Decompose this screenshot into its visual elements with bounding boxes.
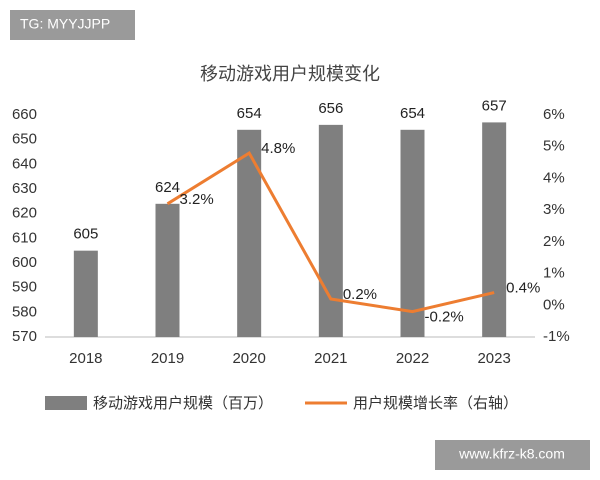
line-value-label: 0.4% bbox=[506, 280, 540, 297]
y-tick-label: 650 bbox=[12, 131, 37, 148]
tag-text: TG: MYYJJPP bbox=[20, 16, 110, 32]
y-tick-label: 600 bbox=[12, 254, 37, 271]
bar-value-label: 624 bbox=[155, 179, 180, 196]
y-tick-label: 660 bbox=[12, 106, 37, 123]
x-tick-label: 2018 bbox=[69, 350, 102, 367]
line-value-label: 4.8% bbox=[261, 140, 295, 157]
line-value-label: 3.2% bbox=[180, 191, 214, 208]
line-value-label: 0.2% bbox=[343, 286, 377, 303]
bar-value-label: 654 bbox=[400, 105, 425, 122]
y2-tick-label: 5% bbox=[543, 138, 565, 155]
y-tick-label: 630 bbox=[12, 180, 37, 197]
bar bbox=[318, 124, 343, 337]
url-text: www.kfrz-k8.com bbox=[458, 446, 565, 462]
chart-title: 移动游戏用户规模变化 bbox=[200, 64, 380, 84]
y-tick-label: 610 bbox=[12, 229, 37, 246]
bar-value-label: 605 bbox=[73, 226, 98, 243]
bar-value-label: 657 bbox=[482, 97, 507, 114]
legend-swatch bbox=[45, 396, 87, 410]
bar bbox=[73, 250, 98, 337]
bar bbox=[155, 203, 180, 337]
y2-tick-label: 3% bbox=[543, 201, 565, 218]
y-tick-label: 640 bbox=[12, 155, 37, 172]
url-box bbox=[435, 440, 590, 470]
y-tick-label: 620 bbox=[12, 205, 37, 222]
y2-tick-label: 0% bbox=[543, 296, 565, 313]
y2-tick-label: -1% bbox=[543, 328, 570, 345]
y-tick-label: 580 bbox=[12, 303, 37, 320]
x-tick-label: 2023 bbox=[477, 350, 510, 367]
y-tick-label: 590 bbox=[12, 279, 37, 296]
x-tick-label: 2020 bbox=[232, 350, 265, 367]
x-tick-label: 2019 bbox=[151, 350, 184, 367]
y-tick-label: 570 bbox=[12, 328, 37, 345]
y2-tick-label: 6% bbox=[543, 106, 565, 123]
y2-tick-label: 2% bbox=[543, 233, 565, 250]
x-tick-label: 2021 bbox=[314, 350, 347, 367]
tag-box bbox=[10, 10, 135, 40]
y2-tick-label: 1% bbox=[543, 265, 565, 282]
bar-value-label: 656 bbox=[318, 100, 343, 117]
legend-label: 移动游戏用户规模（百万） bbox=[93, 395, 273, 412]
line-value-label: -0.2% bbox=[425, 309, 464, 326]
bar-value-label: 654 bbox=[237, 105, 262, 122]
legend-label: 用户规模增长率（右轴） bbox=[353, 395, 518, 412]
line bbox=[166, 150, 495, 314]
bar bbox=[482, 122, 507, 338]
bar bbox=[400, 129, 425, 337]
y2-tick-label: 4% bbox=[543, 169, 565, 186]
bar bbox=[237, 129, 262, 337]
x-tick-label: 2022 bbox=[396, 350, 429, 367]
